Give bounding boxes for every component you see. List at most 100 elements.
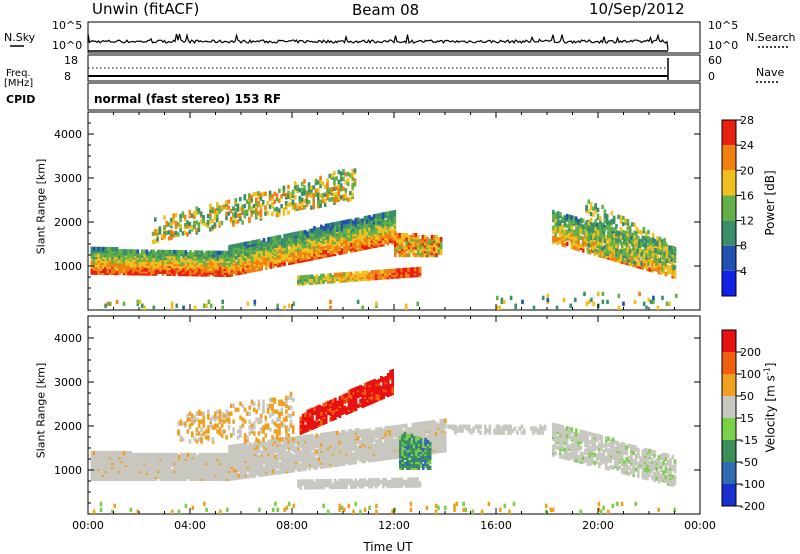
strip-content [87,32,669,80]
data-cell [346,181,350,187]
data-cell [294,181,297,186]
data-cell [90,450,94,456]
data-cell [641,235,645,240]
data-cell [514,303,517,308]
data-cell [388,226,392,232]
data-cell [218,221,221,226]
data-cell [205,452,208,458]
data-cell [203,303,206,308]
data-cell [267,237,270,242]
data-cell [329,447,332,452]
data-cell [572,237,576,242]
data-cell [271,194,274,199]
data-cell [388,210,392,216]
data-cell [626,232,630,238]
data-cell [324,275,328,280]
data-cell [267,262,270,268]
data-cell [619,249,623,254]
data-cell [164,269,167,274]
data-cell [258,454,261,460]
data-cell [273,199,276,204]
data-cell [596,207,600,213]
data-cell [212,250,215,255]
data-cell [287,237,291,242]
data-cell [320,458,323,463]
data-cell [585,238,588,243]
data-cell [388,268,392,274]
data-cell [352,220,355,225]
data-cell [237,467,240,472]
data-cell [656,236,659,241]
data-cell [407,235,411,240]
data-cell [644,231,648,236]
data-cell [291,199,295,204]
data-cell [174,212,178,218]
data-cell [568,224,571,229]
data-cell [230,244,234,249]
data-cell [359,236,362,242]
data-cell [615,247,618,253]
data-cell [271,258,275,263]
data-cell [631,259,634,265]
data-cell [587,243,591,248]
data-cell [274,235,277,241]
data-cell [236,207,240,212]
data-cell [330,197,334,202]
data-cell [278,248,282,254]
data-cell [338,221,341,226]
data-cell [403,244,406,250]
data-cell [260,440,263,446]
data-cell [556,237,560,242]
data-cell [278,198,281,203]
data-cell [264,205,267,210]
data-cell [300,181,304,187]
data-cell [430,235,434,240]
data-cell [280,204,283,209]
data-cell [405,273,408,278]
data-cell [195,228,198,233]
data-cell [304,462,307,467]
data-cell [314,178,318,184]
data-cell [329,431,332,436]
data-cell [665,246,669,251]
data-cell [196,454,199,460]
data-cell [307,192,311,197]
data-cell [435,252,438,258]
data-cell [294,446,298,451]
data-cell [405,237,409,242]
data-cell [241,208,244,213]
data-cell [294,185,297,190]
data-cell [384,211,387,217]
nsearch-tick-high: 10^5 [708,19,739,32]
data-cell [260,450,263,455]
data-cell [361,244,364,249]
data-cell [655,261,658,266]
data-cell [257,210,260,216]
data-cell [322,226,325,231]
data-cell [196,250,199,255]
data-cell [255,451,259,456]
data-cell [633,256,636,261]
data-cell [312,201,315,206]
data-cell [317,196,320,201]
station-title: Unwin (fitACF) [92,0,200,18]
data-cell [172,231,175,236]
data-cell [594,203,597,208]
data-cell [591,242,594,248]
data-cell [329,299,332,305]
data-cell [299,275,302,280]
data-cell [255,239,259,244]
data-cell [612,233,616,238]
data-cell [570,233,574,238]
data-cell [292,301,296,306]
data-cell [198,250,201,255]
data-cell [219,266,222,271]
data-cell [221,258,224,263]
data-cell [322,273,325,278]
data-cell [273,207,276,212]
data-cell [301,238,305,243]
data-cell [554,218,557,223]
data-cell [258,252,261,258]
data-cell [608,238,611,243]
data-cell [635,227,639,232]
